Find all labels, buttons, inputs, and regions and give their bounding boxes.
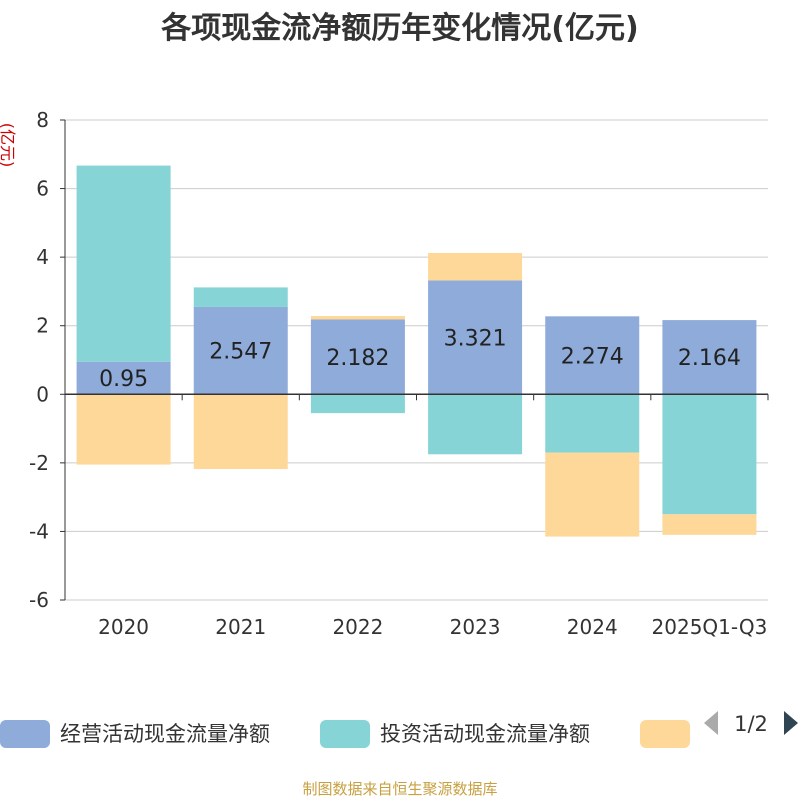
y-tick-label: -6 <box>29 588 49 612</box>
data-label-2023: 3.321 <box>444 326 507 351</box>
source-note: 制图数据来自恒生聚源数据库 <box>302 780 497 798</box>
bars <box>76 165 757 537</box>
y-tick-label: 0 <box>36 382 49 406</box>
x-tick-label: 2020 <box>98 615 149 639</box>
legend: 经营活动现金流量净额 投资活动现金流量净额 <box>0 720 690 748</box>
bar-2024-series-0[interactable] <box>545 316 640 395</box>
bar-2024-series-2[interactable] <box>545 452 640 537</box>
data-label-2025Q1-Q3: 2.164 <box>678 346 741 371</box>
data-label-2022: 2.182 <box>326 346 389 371</box>
bar-2025Q1-Q3-series-0[interactable] <box>662 320 757 395</box>
data-label-2021: 2.547 <box>209 340 272 365</box>
axes <box>64 120 769 600</box>
data-labels: 0.95 2.547 2.182 3.321 2.274 2.164 <box>99 326 741 392</box>
legend-label-0[interactable]: 经营活动现金流量净额 <box>60 722 270 746</box>
legend-swatch-1[interactable] <box>320 720 370 748</box>
x-tick-label: 2024 <box>567 615 618 639</box>
x-tick-label: 2023 <box>450 615 501 639</box>
data-label-2020: 0.95 <box>99 367 148 392</box>
y-axis-label: (亿元) <box>0 123 17 168</box>
bar-2025Q1-Q3-series-1[interactable] <box>662 394 757 515</box>
bar-2021-series-0[interactable] <box>193 306 288 395</box>
legend-swatch-2[interactable] <box>640 720 690 748</box>
legend-next-arrow-icon[interactable] <box>784 711 798 735</box>
bar-2020-series-2[interactable] <box>76 394 171 465</box>
y-tick-label: -2 <box>29 451 49 475</box>
x-tick-labels: 2020 2021 2022 2023 2024 2025Q1-Q3 <box>98 615 767 639</box>
y-tick-label: 4 <box>36 245 49 269</box>
legend-label-1[interactable]: 投资活动现金流量净额 <box>380 722 590 746</box>
bar-2020-series-0[interactable] <box>76 361 171 395</box>
bar-2022-series-1[interactable] <box>310 394 405 414</box>
chart-title: 各项现金流净额历年变化情况(亿元) <box>160 11 638 46</box>
bar-2021-series-1[interactable] <box>193 287 288 307</box>
legend-prev-arrow-icon[interactable] <box>704 711 718 735</box>
bar-2025Q1-Q3-series-2[interactable] <box>662 514 757 535</box>
y-tick-label: 8 <box>36 108 49 132</box>
bar-2023-series-1[interactable] <box>428 394 523 455</box>
x-tick-label: 2025Q1-Q3 <box>652 615 768 639</box>
bar-2022-series-2[interactable] <box>310 316 405 320</box>
bar-2023-series-2[interactable] <box>428 252 523 281</box>
y-tick-label: 6 <box>36 177 49 201</box>
legend-pager: 1/2 <box>704 711 798 736</box>
bar-2020-series-1[interactable] <box>76 165 171 362</box>
y-tick-labels: -6 -4 -2 0 2 4 6 8 <box>29 108 65 612</box>
legend-swatch-0[interactable] <box>0 720 50 748</box>
x-tick-label: 2022 <box>332 615 383 639</box>
grid-lines <box>65 119 768 601</box>
y-tick-label: -4 <box>29 519 49 543</box>
bar-2022-series-0[interactable] <box>310 319 405 395</box>
x-tick-label: 2021 <box>215 615 266 639</box>
bar-2023-series-0[interactable] <box>428 280 523 395</box>
y-tick-label: 2 <box>36 314 49 338</box>
data-label-2024: 2.274 <box>561 344 624 369</box>
legend-page-indicator: 1/2 <box>734 712 768 736</box>
bar-2024-series-1[interactable] <box>545 394 640 453</box>
bar-2021-series-2[interactable] <box>193 394 288 470</box>
